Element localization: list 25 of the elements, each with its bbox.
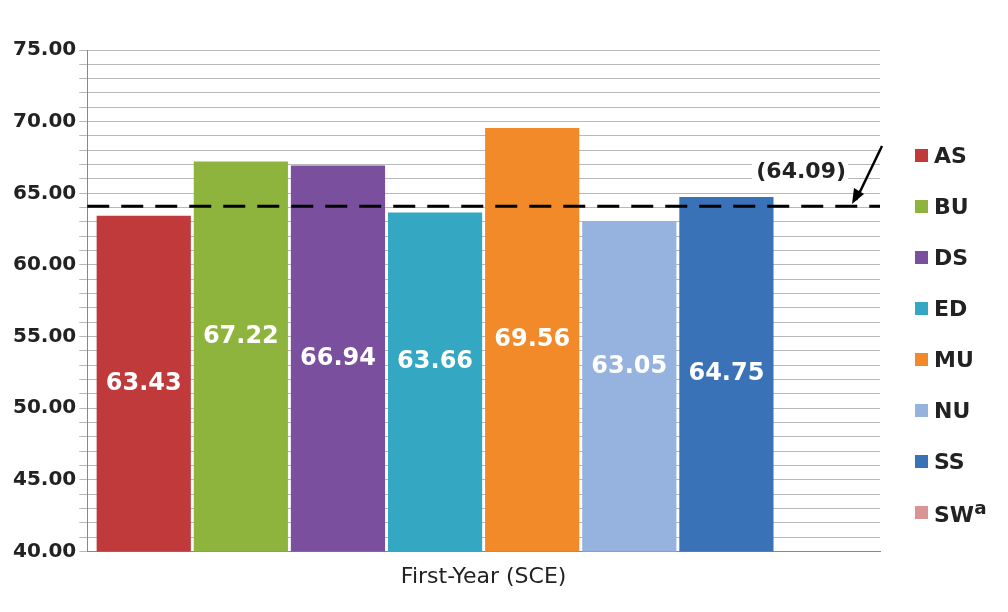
data-label: 69.56 [494,324,571,353]
legend-label: DS [934,245,969,270]
legend-label: NU [934,398,971,423]
data-label: 63.05 [591,350,668,379]
ref-line-label: (64.09) [756,158,846,184]
legend-label: ED [934,296,968,321]
legend-label: SS [934,449,965,474]
data-label: 63.43 [105,367,182,396]
y-tick-label: 40.00 [13,537,77,562]
y-tick-label: 45.00 [13,466,77,491]
legend-label: SW$^{a}$ [934,497,987,528]
y-tick-label: 60.00 [13,251,77,276]
x-tick-label: First-Year (SCE) [400,562,567,588]
y-tick-label: 50.00 [13,394,77,419]
data-label: 63.66 [397,346,474,375]
legend-label: BU [934,194,969,219]
y-tick-label: 55.00 [13,322,77,347]
data-label: 64.75 [688,358,765,387]
legend-label: AS [934,143,967,168]
legend-label: MU [934,347,974,372]
y-tick-label: 75.00 [13,36,77,61]
y-tick-label: 65.00 [13,179,77,204]
data-label: 66.94 [300,342,376,371]
y-tick-label: 70.00 [13,107,77,132]
data-label: 67.22 [202,320,279,349]
